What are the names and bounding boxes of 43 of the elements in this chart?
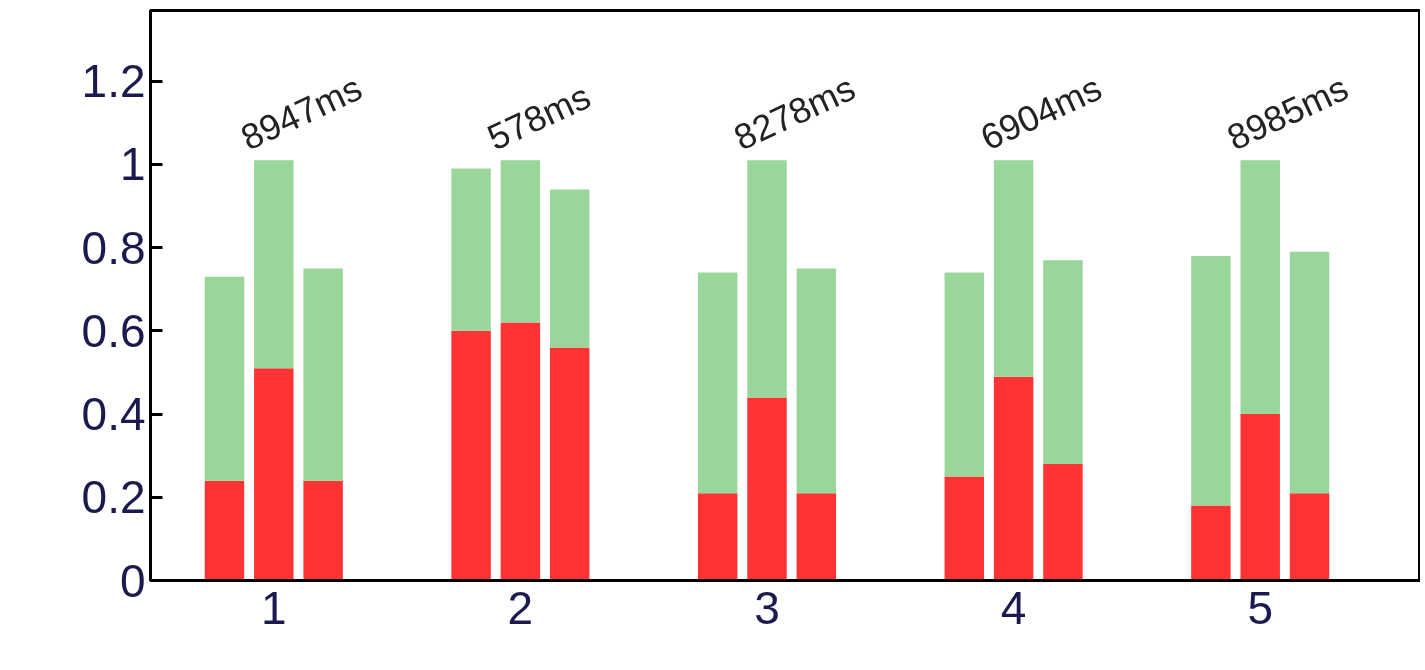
bar	[1240, 414, 1280, 581]
bar	[550, 347, 590, 581]
bar	[550, 189, 590, 348]
x-tick-label: 5	[1247, 581, 1274, 634]
bar	[796, 493, 837, 581]
bar	[1191, 255, 1231, 506]
bar	[697, 272, 738, 494]
bar	[747, 397, 787, 581]
bar	[1289, 251, 1330, 494]
bar	[747, 160, 787, 398]
bar	[697, 493, 738, 581]
bar	[993, 376, 1034, 581]
y-tick-label: 1	[119, 138, 146, 191]
y-tick-label: 0.2	[81, 471, 146, 524]
bar	[303, 268, 343, 481]
y-tick-label: 0.8	[81, 221, 146, 274]
bar	[1043, 260, 1083, 464]
bar	[993, 160, 1034, 377]
bar	[303, 480, 343, 581]
bar	[254, 368, 294, 581]
x-tick-label: 1	[261, 581, 287, 634]
bar	[451, 330, 491, 581]
annotation: 578ms	[481, 75, 597, 159]
x-tick-label: 2	[507, 581, 534, 634]
bar	[1191, 505, 1231, 581]
bar	[1289, 493, 1330, 581]
bar	[1043, 464, 1083, 581]
bar	[451, 168, 491, 331]
bar	[204, 276, 245, 481]
bar	[254, 160, 294, 369]
bar	[204, 480, 245, 581]
bar	[500, 322, 541, 581]
y-tick-label: 0	[119, 554, 146, 607]
bar	[500, 160, 541, 323]
bar	[1240, 160, 1280, 415]
bar	[796, 268, 837, 494]
bar	[944, 476, 985, 581]
y-tick-label: 1.2	[81, 55, 146, 108]
x-tick-label: 4	[1000, 581, 1027, 634]
bar	[944, 272, 985, 477]
x-tick-label: 3	[754, 581, 780, 634]
y-tick-label: 0.4	[81, 388, 146, 441]
y-tick-label: 0.6	[81, 304, 146, 357]
